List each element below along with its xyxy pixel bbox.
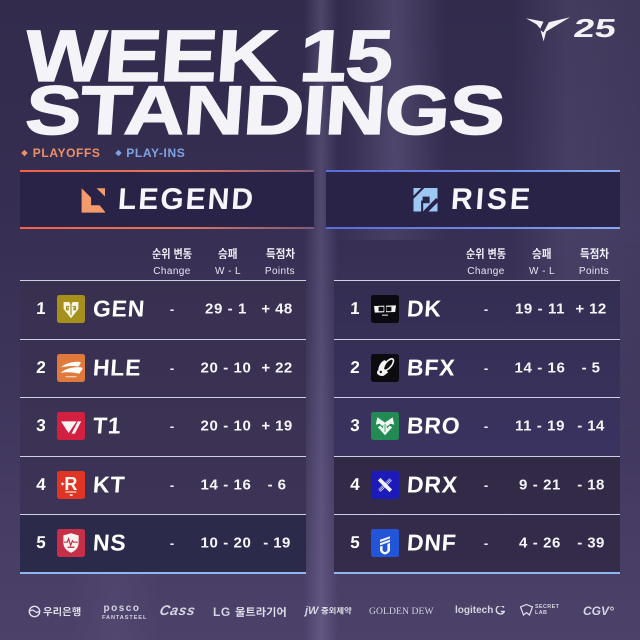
svg-text:R: R <box>64 474 77 494</box>
